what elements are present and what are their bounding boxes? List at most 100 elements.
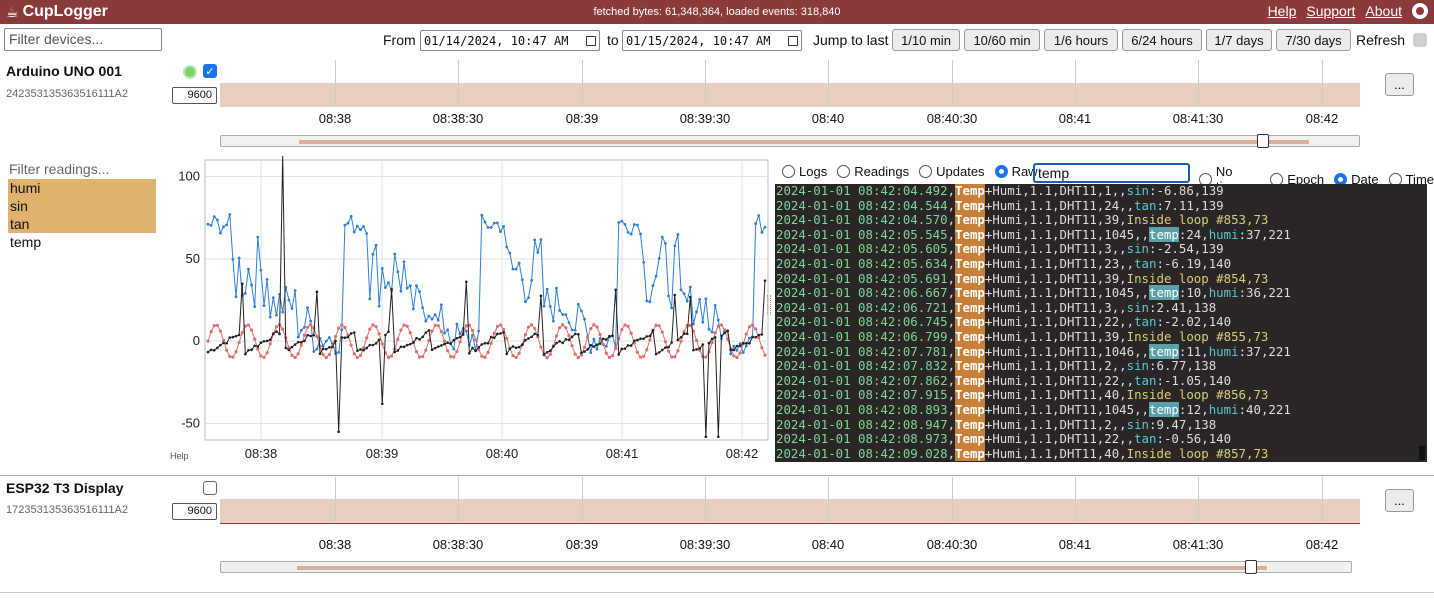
point-sin (349, 343, 353, 347)
calendar-icon[interactable] (586, 35, 596, 46)
to-label: to (607, 32, 619, 48)
help-link[interactable]: Help (1267, 3, 1297, 19)
log-search-input[interactable]: temp (1033, 163, 1190, 183)
timeline-gridline (458, 477, 459, 523)
mode-logs-radio[interactable]: Logs (782, 164, 827, 179)
point-sin (408, 331, 412, 335)
log-scrollbar[interactable] (1419, 446, 1425, 460)
github-icon[interactable] (1412, 3, 1428, 19)
point-sin (614, 346, 618, 351)
point-tan (536, 333, 540, 337)
point-sin (417, 355, 422, 359)
jump-1-7-days-button[interactable]: 1/7 days (1206, 29, 1272, 51)
point-tan (393, 350, 397, 354)
point-tan (676, 338, 680, 342)
point-tan (738, 344, 742, 348)
point-humi (564, 313, 568, 317)
point-tan (253, 344, 256, 348)
point-humi (523, 300, 527, 304)
baud-rate-input[interactable]: 9600 (172, 503, 217, 520)
jump-10-60-min-button[interactable]: 10/60 min (964, 29, 1040, 51)
point-sin (570, 344, 574, 348)
point-humi (309, 319, 313, 323)
point-tan (595, 343, 599, 346)
point-humi (589, 351, 593, 355)
readings-chart[interactable]: 100 50 0 -50 08:38 08:39 08:40 08:41 08:42 (164, 156, 772, 466)
brand[interactable]: ☕ CupLogger (6, 3, 108, 21)
point-sin (343, 325, 347, 329)
reading-item-humi[interactable]: humi (8, 179, 156, 197)
time-date-radio[interactable]: Date (1334, 164, 1379, 194)
scrubber-handle[interactable] (1245, 560, 1257, 574)
point-sin (386, 355, 391, 360)
point-sin (237, 340, 241, 345)
refresh-checkbox[interactable] (1413, 33, 1427, 47)
jump-1-6-hours-button[interactable]: 1/6 hours (1044, 29, 1118, 51)
device-more-button[interactable]: ... (1385, 489, 1414, 512)
raw-log-view[interactable]: 2024-01-01 08:42:04.492,Temp+Humi,1.1,DH… (775, 184, 1427, 462)
point-sin (296, 352, 300, 356)
mode-updates-radio[interactable]: Updates (919, 164, 985, 179)
point-humi (707, 327, 711, 331)
point-tan (212, 349, 216, 352)
time-time-radio[interactable]: Time (1388, 164, 1434, 194)
jump-6-24-hours-button[interactable]: 6/24 hours (1122, 29, 1202, 51)
point-sin (498, 323, 503, 327)
point-tan (433, 346, 437, 350)
point-sin (268, 342, 272, 346)
baud-rate-input[interactable]: 9600 (172, 87, 217, 104)
point-tan (206, 350, 210, 354)
timeline-tick-label: 08:40 (811, 111, 845, 126)
device-timeline-bar[interactable] (220, 83, 1360, 107)
mode-readings-radio[interactable]: Readings (837, 164, 909, 179)
point-tan (318, 352, 322, 356)
point-tan (698, 347, 701, 350)
point-tan (689, 295, 692, 299)
timeline-tick-label: 08:41 (1058, 111, 1092, 126)
point-tan (682, 332, 686, 336)
device-enable-checkbox[interactable] (203, 481, 217, 495)
point-humi (514, 267, 518, 271)
point-sin (763, 353, 767, 357)
chart-help-link[interactable]: Help (170, 451, 189, 461)
calendar-icon[interactable] (788, 35, 798, 46)
point-sin (293, 355, 297, 360)
reading-item-temp[interactable]: temp (10, 234, 42, 250)
reading-item-sin[interactable]: sin (8, 197, 156, 215)
point-humi (408, 284, 412, 288)
device-more-button[interactable]: ... (1385, 73, 1414, 96)
point-sin (424, 348, 428, 352)
point-humi (399, 289, 403, 293)
point-sin (259, 354, 263, 358)
device-timeline-bar[interactable] (220, 499, 1360, 523)
point-sin (439, 329, 443, 334)
point-tan (268, 338, 272, 342)
point-humi (250, 283, 253, 287)
point-tan (524, 338, 527, 342)
filter-readings-input[interactable]: Filter readings... (9, 161, 110, 177)
mode-raw-radio[interactable]: Raw (994, 164, 1038, 179)
point-tan (275, 330, 278, 333)
timeline-gridline (828, 60, 829, 107)
timeline-scrubber[interactable] (220, 134, 1360, 148)
reading-item-tan[interactable]: tan (8, 215, 156, 233)
resize-handle[interactable] (767, 295, 771, 315)
point-humi (539, 238, 543, 242)
time-epoch-radio[interactable]: Epoch (1270, 164, 1324, 194)
support-link[interactable]: Support (1306, 3, 1356, 19)
point-sin (240, 331, 244, 335)
from-date-input[interactable]: 01/14/2024, 10:47 AM (420, 30, 600, 51)
jump-1-10-min-button[interactable]: 1/10 min (892, 29, 960, 51)
point-sin (389, 354, 394, 358)
device-enable-checkbox[interactable]: ✓ (203, 64, 217, 78)
scrubber-handle[interactable] (1257, 134, 1269, 148)
jump-7-30-days-button[interactable]: 7/30 days (1276, 29, 1351, 51)
point-sin (489, 341, 493, 345)
about-link[interactable]: About (1365, 3, 1402, 19)
filter-devices-input[interactable]: Filter devices... (4, 28, 162, 51)
to-date-input[interactable]: 01/15/2024, 10:47 AM (622, 30, 802, 51)
point-humi (228, 213, 232, 216)
point-tan (648, 334, 652, 338)
timeline-scrubber[interactable] (220, 560, 1352, 574)
point-humi (480, 213, 484, 217)
